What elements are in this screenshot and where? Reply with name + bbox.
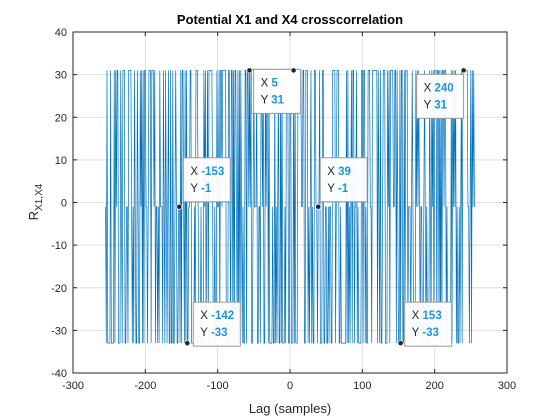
y-tick-label: 0	[61, 198, 67, 210]
datatip-y-text: Y -1	[327, 183, 349, 195]
datatip-x-label: X	[261, 77, 272, 89]
datatip-x-text: X 153	[412, 310, 442, 322]
datatip-box	[416, 73, 465, 119]
datatip-x-text: X 240	[424, 82, 454, 94]
y-tick-label: -40	[51, 368, 67, 380]
x-tick-label: -100	[207, 380, 229, 392]
datatip-y-label: Y	[327, 183, 338, 195]
x-tick-label: 300	[498, 380, 516, 392]
datatip-y-text: Y 31	[424, 99, 448, 111]
datatip-marker[interactable]	[397, 340, 404, 347]
x-tick-label: 0	[287, 380, 293, 392]
datatip-marker[interactable]	[460, 67, 467, 74]
datatip-x-text: X -142	[200, 310, 234, 322]
tick-labels: -300 -200 -100 0 100 200 300-40-30-20-10010203…	[51, 27, 516, 392]
x-tick-label: 200	[425, 380, 443, 392]
datatip-y-text: Y -1	[190, 183, 212, 195]
y-axis-label-main: R	[26, 211, 41, 220]
y-axis-label: RX1,X4	[26, 183, 45, 220]
datatip-x-value: 39	[338, 166, 351, 178]
datatip[interactable]: X 39Y -1	[315, 157, 368, 210]
datatip-y-value: -33	[422, 327, 439, 339]
y-tick-label: -20	[51, 283, 67, 295]
datatip-y-text: Y -33	[200, 327, 227, 339]
x-axis-label: Lag (samples)	[249, 401, 331, 416]
datatip-x-text: X 5	[261, 77, 279, 89]
datatip-y-value: 31	[271, 94, 284, 106]
datatip-x-value: 153	[423, 310, 442, 322]
plot-area: -300 -200 -100 0 100 200 300-40-30-20-10010203…	[51, 27, 516, 392]
y-tick-label: -10	[51, 240, 67, 252]
datatip-x-label: X	[200, 310, 211, 322]
datatip-marker[interactable]	[290, 67, 297, 74]
tick-marks	[72, 31, 508, 374]
y-tick-label: 20	[55, 112, 67, 124]
datatip-y-text: Y 31	[261, 94, 285, 106]
datatip-box	[319, 157, 368, 203]
datatip-y-label: Y	[424, 99, 435, 111]
datatip-marker[interactable]	[184, 340, 191, 347]
datatip-x-label: X	[327, 166, 338, 178]
datatip-x-value: 240	[434, 82, 453, 94]
datatip-x-label: X	[424, 82, 435, 94]
datatip-x-text: X 39	[327, 166, 351, 178]
datatip-y-label: Y	[412, 327, 423, 339]
datatip-marker[interactable]	[315, 203, 322, 210]
datatip-y-value: 31	[434, 99, 447, 111]
datatip[interactable]: X 5 Y 31	[253, 67, 302, 114]
datatip-y-value: -1	[201, 183, 212, 195]
datatip-x-value: 5	[271, 77, 278, 89]
datatip-marker[interactable]	[246, 67, 253, 74]
datatip-x-value: -142	[211, 310, 234, 322]
datatip-x-label: X	[412, 310, 423, 322]
x-tick-label: -200	[134, 380, 156, 392]
x-tick-label: -300	[62, 380, 84, 392]
datatip[interactable]: X 240 Y 31	[416, 67, 467, 119]
datatip-x-value: -153	[201, 166, 224, 178]
datatip-y-label: Y	[190, 183, 201, 195]
datatip-marker[interactable]	[176, 203, 183, 210]
datatip-box	[192, 301, 241, 347]
datatip-x-text: X -153	[190, 166, 224, 178]
chart-title: Potential X1 and X4 crosscorrelation	[177, 12, 403, 27]
datatip-y-value: -1	[338, 183, 349, 195]
y-tick-label: 40	[55, 27, 67, 39]
datatip-y-value: -33	[211, 327, 228, 339]
y-tick-label: -30	[51, 325, 67, 337]
datatip-x-label: X	[190, 166, 201, 178]
x-tick-label: 100	[353, 380, 371, 392]
datatip-box	[253, 68, 302, 114]
y-axis-label-subscript: X1,X4	[34, 183, 45, 211]
y-tick-label: 10	[55, 155, 67, 167]
datatip-y-label: Y	[261, 94, 272, 106]
y-tick-label: 30	[55, 70, 67, 82]
datatip-y-text: Y -33	[412, 327, 439, 339]
datatip-box	[404, 301, 453, 347]
datatip-y-label: Y	[200, 327, 211, 339]
datatip-box	[182, 157, 231, 203]
